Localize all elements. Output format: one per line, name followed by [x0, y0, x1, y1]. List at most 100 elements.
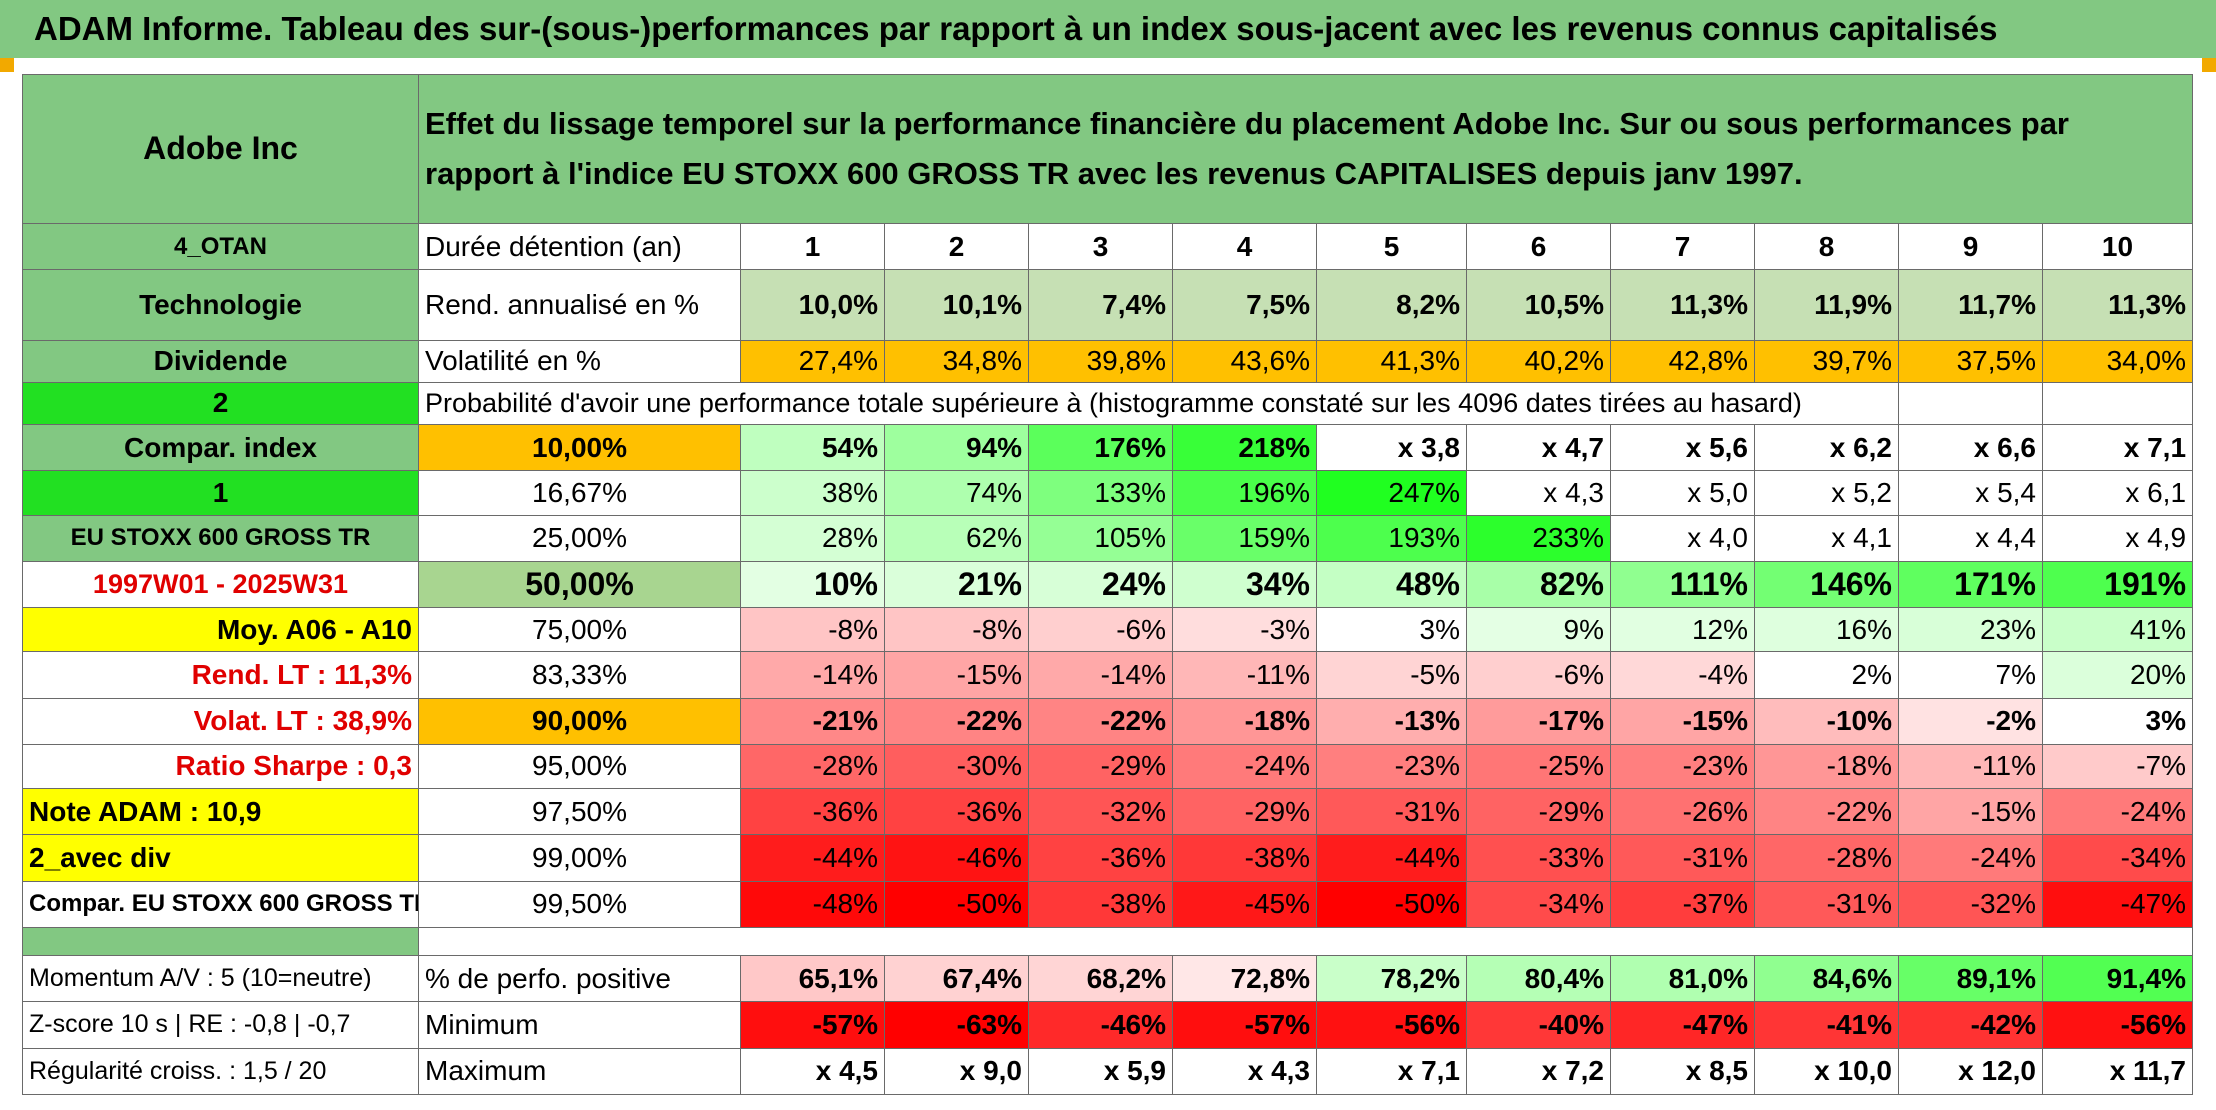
quantile-row: Moy. A06 - A10 75,00% -8% -8% -6% -3% 3% 9% 12% 1…	[22, 607, 2194, 653]
min-value: -57%	[740, 1001, 885, 1049]
quantile-value: -15%	[1898, 788, 2043, 836]
min-label: Minimum	[418, 1001, 741, 1049]
quantile-value: -14%	[1028, 651, 1173, 699]
quantile-value: -32%	[1898, 880, 2043, 928]
quantile-value: 146%	[1754, 560, 1899, 609]
quantile-value: -34%	[1466, 880, 1611, 928]
min-value: -57%	[1172, 1001, 1317, 1049]
quantile-value: -7%	[2041, 743, 2194, 790]
quantile-value: -8%	[740, 607, 885, 653]
probability-value: 75,00%	[418, 607, 741, 653]
probability-value: 10,00%	[418, 424, 741, 472]
quantile-value: -10%	[1754, 697, 1899, 745]
min-value: -47%	[1610, 1001, 1755, 1049]
quantile-value: 105%	[1028, 514, 1173, 562]
quantile-value: -32%	[1028, 788, 1173, 836]
pos-value: 91,4%	[2041, 955, 2194, 1003]
quantile-row: Ratio Sharpe : 0,3 95,00% -28% -30% -29% -24%…	[22, 743, 2194, 790]
rend-value: 7,4%	[1028, 269, 1173, 341]
moy-label: Moy. A06 - A10	[22, 607, 419, 653]
adam-note: Note ADAM : 10,9	[22, 788, 419, 836]
quantile-value: x 5,6	[1610, 424, 1755, 472]
quantile-value: 24%	[1028, 560, 1173, 609]
year-header: 1	[740, 222, 885, 271]
quantile-value: 54%	[740, 424, 885, 472]
quantile-value: -46%	[884, 834, 1029, 882]
max-value: x 4,3	[1172, 1047, 1317, 1096]
year-header: 4	[1172, 222, 1317, 271]
quantile-value: -5%	[1316, 651, 1467, 699]
header-row: Adobe Inc Effet du lissage temporel sur l…	[22, 74, 2194, 224]
quantile-value: -34%	[2041, 834, 2194, 882]
min-value: -63%	[884, 1001, 1029, 1049]
min-value: -56%	[2041, 1001, 2194, 1049]
quantile-value: -36%	[1028, 834, 1173, 882]
compar-full: Compar. EU STOXX 600 GROSS TR	[22, 880, 419, 928]
quantile-value: -22%	[1028, 697, 1173, 745]
probability-value: 90,00%	[418, 697, 741, 745]
table-description: Effet du lissage temporel sur la perform…	[417, 74, 2194, 224]
quantile-value: -17%	[1466, 697, 1611, 745]
year-header: 7	[1610, 222, 1755, 271]
quantile-value: -14%	[740, 651, 885, 699]
quantile-value: 62%	[884, 514, 1029, 562]
quantile-value: -30%	[884, 743, 1029, 790]
vol-value: 41,3%	[1316, 339, 1467, 383]
dividend-label: Dividende	[22, 339, 419, 383]
vol-value: 42,8%	[1610, 339, 1755, 383]
quantile-value: 111%	[1610, 560, 1755, 609]
min-value: -41%	[1754, 1001, 1899, 1049]
years-row: 4_OTAN Durée détention (an) 1 2 3 4 5 6 7 8 9 10	[22, 222, 2194, 271]
max-row: Régularité croiss. : 1,5 / 20 Maximum x 4,…	[22, 1047, 2194, 1096]
quantile-value: -50%	[1316, 880, 1467, 928]
empty-cell	[2041, 381, 2194, 426]
min-value: -56%	[1316, 1001, 1467, 1049]
quantile-value: -47%	[2041, 880, 2194, 928]
max-label: Maximum	[418, 1047, 741, 1096]
quantile-value: 2%	[1754, 651, 1899, 699]
max-value: x 10,0	[1754, 1047, 1899, 1096]
pos-value: 65,1%	[740, 955, 885, 1003]
quantile-value: 21%	[884, 560, 1029, 609]
max-value: x 12,0	[1898, 1047, 2043, 1096]
quantile-value: x 5,4	[1898, 470, 2043, 516]
probability-value: 99,00%	[418, 834, 741, 882]
quantile-value: 171%	[1898, 560, 2043, 609]
probability-value: 83,33%	[418, 651, 741, 699]
quantile-value: 82%	[1466, 560, 1611, 609]
quantile-value: 48%	[1316, 560, 1467, 609]
quantile-value: 38%	[740, 470, 885, 516]
quantile-value: 196%	[1172, 470, 1317, 516]
quantile-value: x 4,3	[1466, 470, 1611, 516]
max-value: x 4,5	[740, 1047, 885, 1096]
report-title: ADAM Informe. Tableau des sur-(sous-)per…	[0, 0, 2216, 58]
performance-table: Adobe Inc Effet du lissage temporel sur l…	[22, 74, 2194, 1096]
quantile-value: -8%	[884, 607, 1029, 653]
quantile-value: x 3,8	[1316, 424, 1467, 472]
quantile-row: Volat. LT : 38,9% 90,00% -21% -22% -22% -18% -…	[22, 697, 2194, 745]
rend-value: 8,2%	[1316, 269, 1467, 341]
quantile-row: Compar. index 10,00% 54% 94% 176% 218% x 3,8 x …	[22, 424, 2194, 472]
quantile-value: 28%	[740, 514, 885, 562]
quantile-value: -23%	[1316, 743, 1467, 790]
index-name: EU STOXX 600 GROSS TR	[22, 514, 419, 562]
quantile-value: x 4,7	[1466, 424, 1611, 472]
min-value: -42%	[1898, 1001, 2043, 1049]
quantile-value: -24%	[1172, 743, 1317, 790]
quantile-value: -37%	[1610, 880, 1755, 928]
sharpe-ratio: Ratio Sharpe : 0,3	[22, 743, 419, 790]
quantile-value: 3%	[1316, 607, 1467, 653]
quantile-value: -21%	[740, 697, 885, 745]
momentum: Momentum A/V : 5 (10=neutre)	[22, 955, 419, 1003]
quantile-value: -31%	[1754, 880, 1899, 928]
pos-label: % de perfo. positive	[418, 955, 741, 1003]
quantile-value: -31%	[1316, 788, 1467, 836]
quantile-value: x 6,1	[2041, 470, 2194, 516]
quantile-value: -4%	[1610, 651, 1755, 699]
quantile-row: EU STOXX 600 GROSS TR 25,00% 28% 62% 105% 159…	[22, 514, 2194, 562]
quantile-value: -25%	[1466, 743, 1611, 790]
rend-value: 11,3%	[1610, 269, 1755, 341]
rend-lt: Rend. LT : 11,3%	[22, 651, 419, 699]
quantile-value: -50%	[884, 880, 1029, 928]
quantile-value: x 6,2	[1754, 424, 1899, 472]
